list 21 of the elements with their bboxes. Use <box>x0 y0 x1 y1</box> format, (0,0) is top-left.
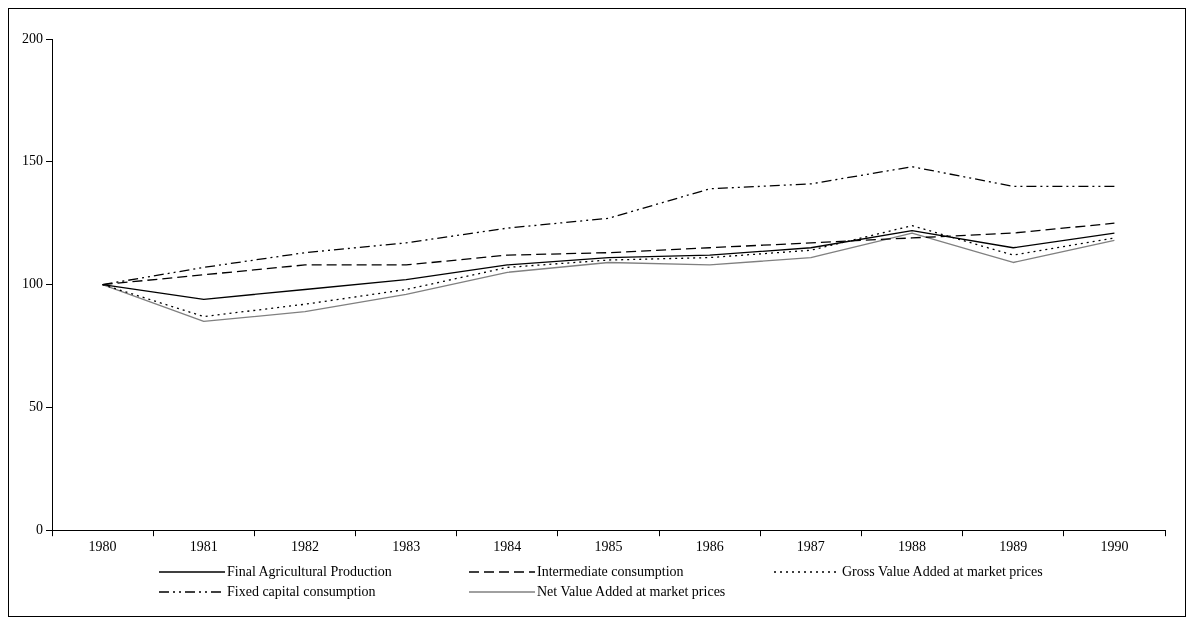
y-tick-label: 50 <box>29 399 43 415</box>
x-tick-label: 1990 <box>1100 539 1129 555</box>
legend-label: Final Agricultural Production <box>227 564 392 580</box>
legend-label: Gross Value Added at market prices <box>842 564 1043 580</box>
x-tick-label: 1984 <box>493 539 522 555</box>
x-tick-label: 1981 <box>189 539 218 555</box>
y-tick-label: 200 <box>22 30 43 46</box>
legend-label: Net Value Added at market prices <box>537 584 726 600</box>
y-tick-label: 150 <box>22 153 43 169</box>
y-tick-label: 100 <box>22 276 43 292</box>
x-tick-label: 1982 <box>290 539 319 555</box>
legend-label: Intermediate consumption <box>537 564 684 580</box>
x-tick-label: 1985 <box>594 539 623 555</box>
x-tick-label: 1983 <box>392 539 421 555</box>
x-tick-label: 1980 <box>88 539 117 555</box>
x-tick-label: 1987 <box>796 539 825 555</box>
x-tick-label: 1988 <box>898 539 927 555</box>
x-tick-label: 1986 <box>695 539 724 555</box>
x-tick-label: 1989 <box>999 539 1028 555</box>
y-tick-label: 0 <box>36 521 43 537</box>
legend-label: Fixed capital consumption <box>227 584 376 600</box>
